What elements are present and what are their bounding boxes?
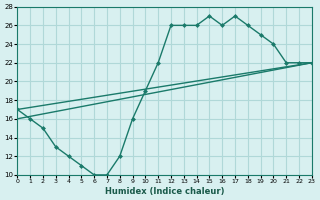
X-axis label: Humidex (Indice chaleur): Humidex (Indice chaleur) bbox=[105, 187, 224, 196]
